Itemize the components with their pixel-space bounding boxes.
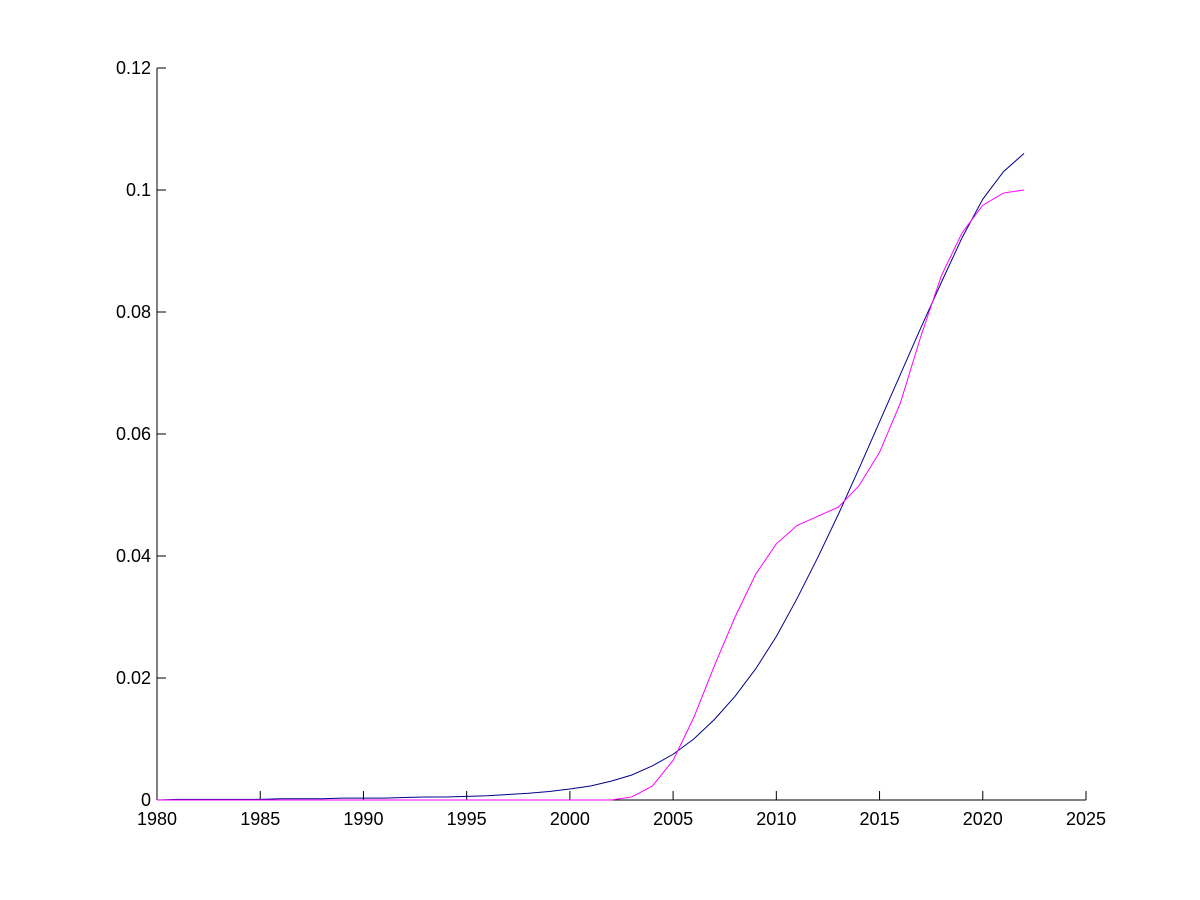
x-tick-label: 2010: [756, 809, 796, 829]
x-tick-label: 1995: [447, 809, 487, 829]
y-tick-label: 0.08: [116, 302, 151, 322]
y-tick-label: 0.12: [116, 58, 151, 78]
x-tick-label: 2005: [653, 809, 693, 829]
x-tick-label: 1985: [240, 809, 280, 829]
y-tick-label: 0.06: [116, 424, 151, 444]
data-line: [156, 153, 1025, 801]
data-line: [157, 189, 1025, 801]
y-tick-label: 0.1: [126, 180, 151, 200]
x-tick-label: 1980: [137, 809, 177, 829]
x-tick-label: 2015: [860, 809, 900, 829]
y-tick-label: 0.02: [116, 668, 151, 688]
x-tick-label: 2025: [1066, 809, 1106, 829]
x-tick-label: 1990: [343, 809, 383, 829]
x-tick-label: 2020: [963, 809, 1003, 829]
y-tick-label: 0.04: [116, 546, 151, 566]
x-tick-label: 2000: [550, 809, 590, 829]
y-tick-label: 0: [141, 790, 151, 810]
